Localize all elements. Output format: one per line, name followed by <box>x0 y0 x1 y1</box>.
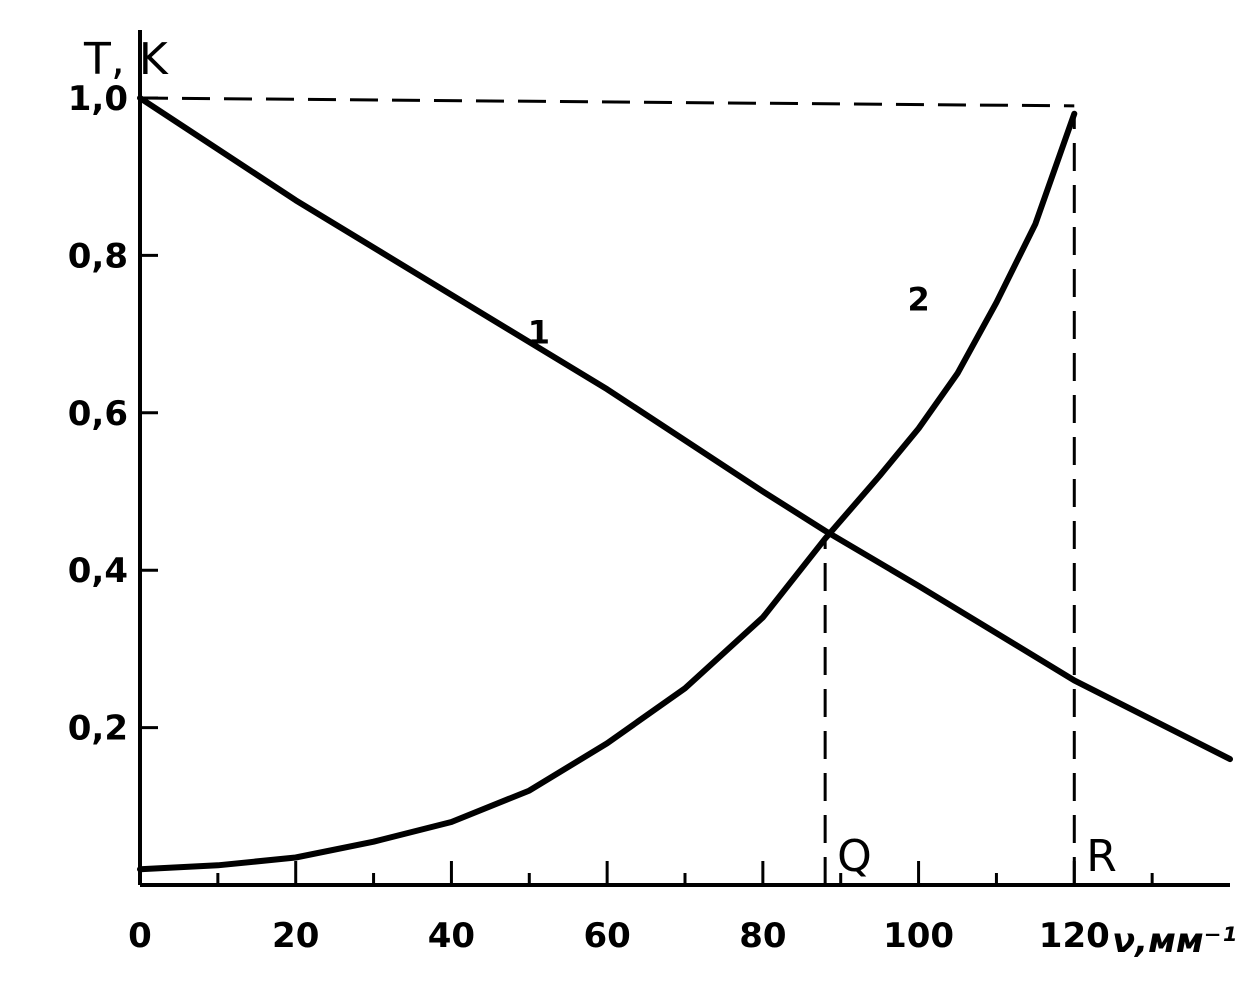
x-tick-label-20: 20 <box>272 916 319 956</box>
x-tick-label-40: 40 <box>428 916 475 956</box>
curve-1 <box>137 95 1233 763</box>
y-tick-label-0.4: 0,4 <box>68 551 128 591</box>
curve-label-1: 1 <box>528 314 550 352</box>
curve-2 <box>137 110 1078 873</box>
y-tick-label-0.6: 0,6 <box>68 394 128 434</box>
y-tick-label-1: 1,0 <box>68 79 128 119</box>
x-axis-label: ν,мм⁻¹ <box>1112 921 1237 961</box>
reference-line-1 <box>139 96 1075 108</box>
x-tick-label-100: 100 <box>883 916 954 956</box>
y-tick-label-0.8: 0,8 <box>68 236 128 276</box>
labels: T, K ν,мм⁻¹ 1 2 Q R <box>83 34 1237 961</box>
curve-label-2: 2 <box>907 280 929 318</box>
reference-lines <box>139 96 1076 885</box>
x-tick-label-0: 0 <box>128 916 152 956</box>
y-axis-label: T, K <box>83 34 169 85</box>
x-tick-label-60: 60 <box>583 916 630 956</box>
x-tick-label-80: 80 <box>739 916 786 956</box>
marker-label-R: R <box>1086 831 1117 882</box>
ticks: 0 20 40 60 80 100 120 0,2 0,4 0,6 0,8 1,0 <box>68 79 1154 956</box>
marker-label-Q: Q <box>837 831 872 882</box>
y-tick-label-0.2: 0,2 <box>68 709 128 749</box>
axes <box>138 30 1230 887</box>
series <box>137 95 1233 873</box>
x-tick-label-120: 120 <box>1039 916 1110 956</box>
